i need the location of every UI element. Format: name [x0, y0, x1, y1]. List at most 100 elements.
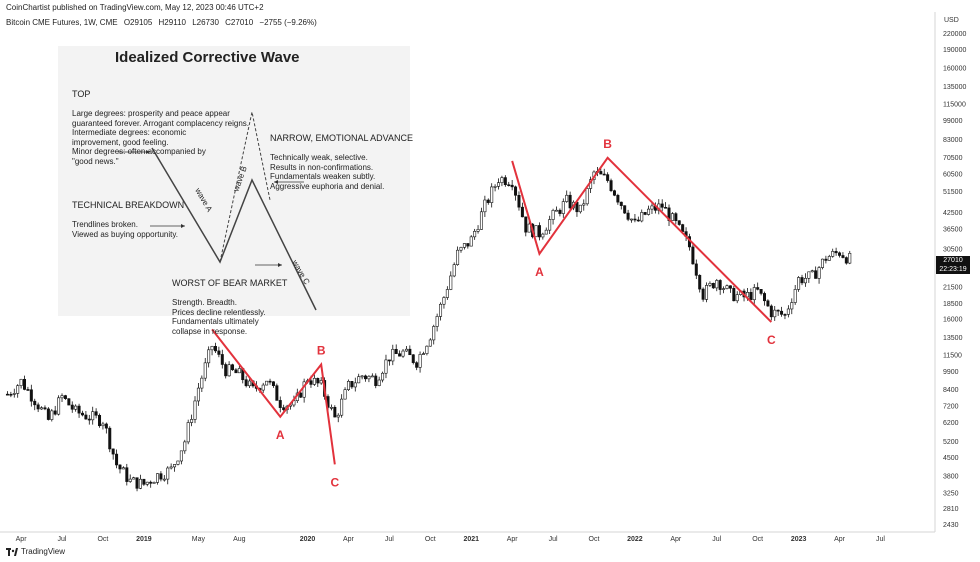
candle-body — [302, 381, 306, 398]
candle-body — [841, 255, 845, 258]
candle-body — [67, 398, 71, 406]
candle-body — [57, 397, 61, 415]
candle-body — [98, 414, 102, 427]
candle-body — [84, 414, 88, 420]
x-tick-label: Jul — [58, 536, 67, 543]
y-tick-label: 2430 — [943, 522, 959, 529]
candle-body — [237, 368, 241, 374]
candle-body — [616, 194, 620, 203]
candle-body — [394, 348, 398, 355]
candle-body — [265, 380, 269, 386]
candle-body — [602, 173, 606, 176]
candle-body — [507, 184, 511, 187]
candle-body — [449, 275, 453, 290]
candle-body — [40, 407, 44, 410]
x-tick-label: Oct — [589, 536, 600, 543]
candle-body — [19, 378, 23, 387]
candle-body — [367, 375, 371, 380]
candle-body — [227, 364, 231, 377]
candle-body — [722, 288, 726, 290]
candle-body — [660, 203, 664, 208]
candle-body — [807, 271, 811, 279]
y-tick-label: 16000 — [943, 317, 963, 324]
wave-label-b: B — [603, 137, 612, 151]
candle-body — [391, 348, 395, 362]
candle-body — [640, 212, 644, 222]
candle-body — [101, 423, 105, 427]
y-tick-label: 7200 — [943, 404, 959, 411]
footer-brand[interactable]: TradingView — [6, 547, 65, 556]
y-tick-label: 42500 — [943, 210, 963, 217]
candle-body — [53, 410, 57, 415]
note-worst-text: Strength. Breadth. Prices decline relent… — [172, 298, 266, 336]
candle-body — [183, 441, 187, 452]
candle-body — [162, 478, 166, 481]
candle-body — [43, 407, 47, 410]
candle-body — [776, 309, 780, 312]
x-tick-label: Aug — [233, 536, 246, 543]
x-tick-label: 2021 — [463, 536, 479, 543]
candle-body — [599, 171, 603, 175]
candle-body — [650, 205, 654, 210]
candle-body — [333, 406, 337, 418]
candle-body — [142, 478, 146, 485]
candle-body — [234, 369, 238, 374]
candle-body — [834, 251, 838, 254]
y-tick-label: 70500 — [943, 155, 963, 162]
note-breakdown-heading: TECHNICAL BREAKDOWN — [72, 199, 185, 210]
candle-body — [626, 212, 630, 220]
candle-body — [220, 354, 224, 365]
candle-body — [469, 236, 473, 247]
x-tick-label: 2022 — [627, 536, 643, 543]
candle-body — [60, 395, 64, 399]
y-tick-label: 4500 — [943, 455, 959, 462]
candle-body — [732, 287, 736, 302]
wave-label-a: A — [535, 265, 544, 279]
candle-body — [708, 282, 712, 286]
candle-body — [33, 400, 37, 406]
y-tick-label: 30500 — [943, 246, 963, 253]
candle-body — [725, 285, 729, 289]
candle-body — [336, 414, 340, 418]
candle-body — [664, 206, 668, 209]
candle-body — [534, 225, 538, 238]
arrow-head-icon — [278, 263, 282, 267]
candle-body — [213, 346, 217, 352]
candle-body — [674, 213, 678, 221]
candle-body — [541, 233, 545, 238]
candle-body — [493, 186, 497, 188]
candle-body — [309, 380, 313, 385]
ohlc-low: L26730 — [192, 18, 219, 27]
x-tick-label: Apr — [16, 536, 28, 543]
candle-body — [561, 201, 565, 214]
note-narrow-heading: NARROW, EMOTIONAL ADVANCE — [270, 132, 414, 143]
candle-body — [459, 247, 463, 251]
candle-body — [623, 205, 627, 214]
candle-body — [503, 177, 507, 186]
candle-body — [759, 289, 763, 294]
candle-body — [698, 275, 702, 290]
note-narrow-text: Technically weak, selective. Results in … — [270, 153, 385, 191]
candle-body — [752, 287, 756, 301]
candle-body — [514, 186, 518, 196]
last-price-badge: 27010 22:23:19 — [936, 256, 970, 274]
candle-body — [838, 252, 842, 256]
candle-body — [814, 270, 818, 279]
wave-2019-line — [211, 328, 336, 465]
candle-body — [176, 460, 180, 465]
candle-body — [190, 419, 194, 423]
last-price: 27010 — [943, 257, 963, 264]
currency-label: USD — [944, 17, 959, 24]
x-tick-label: Jul — [385, 536, 394, 543]
y-tick-label: 2810 — [943, 506, 959, 513]
candle-body — [517, 194, 521, 208]
y-tick-label: 36500 — [943, 227, 963, 234]
candle-body — [50, 410, 54, 420]
candle-body — [145, 481, 149, 485]
symbol-legend: Bitcoin CME Futures, 1W, CME O29105 H291… — [6, 18, 321, 27]
y-tick-label: 83000 — [943, 137, 963, 144]
candle-body — [497, 182, 501, 187]
x-tick-label: Apr — [670, 536, 682, 543]
candle-body — [138, 478, 142, 489]
